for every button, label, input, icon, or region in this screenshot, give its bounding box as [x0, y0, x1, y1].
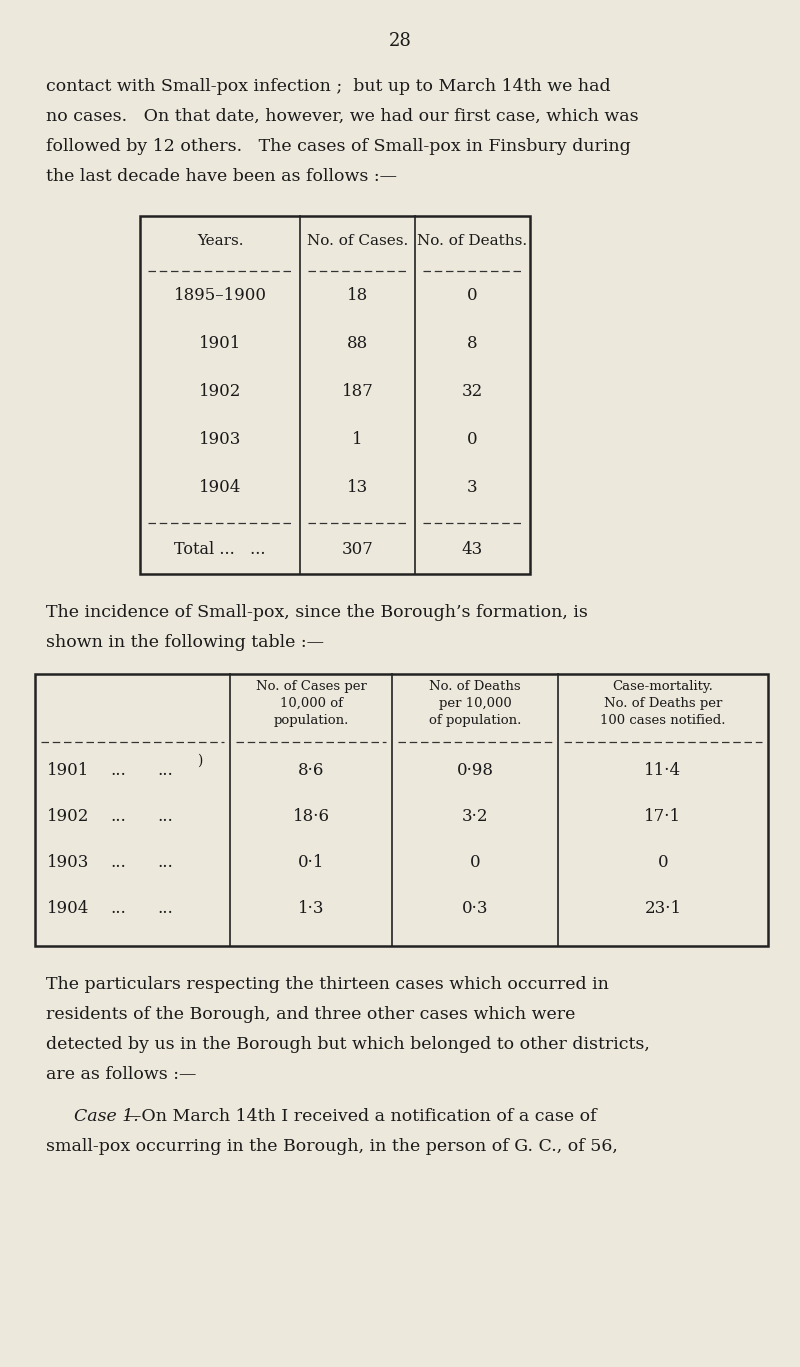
- Text: 1901: 1901: [199, 335, 241, 351]
- Text: 0: 0: [467, 287, 478, 303]
- Text: 3·2: 3·2: [462, 808, 488, 826]
- Text: ...: ...: [157, 899, 173, 917]
- Text: —On March 14th I received a notification of a case of: —On March 14th I received a notification…: [124, 1109, 597, 1125]
- Text: ...: ...: [157, 761, 173, 779]
- Text: shown in the following table :—: shown in the following table :—: [46, 634, 324, 651]
- Text: No. of Cases per
10,000 of
population.: No. of Cases per 10,000 of population.: [255, 679, 366, 727]
- Text: 28: 28: [389, 31, 411, 51]
- Text: 17·1: 17·1: [645, 808, 682, 826]
- Text: The particulars respecting the thirteen cases which occurred in: The particulars respecting the thirteen …: [46, 976, 609, 992]
- Text: 18: 18: [347, 287, 368, 303]
- Text: 11·4: 11·4: [645, 761, 682, 779]
- Text: ): ): [198, 755, 202, 768]
- Text: Total ...   ...: Total ... ...: [174, 541, 266, 558]
- Text: contact with Small-pox infection ;  but up to March 14th we had: contact with Small-pox infection ; but u…: [46, 78, 610, 94]
- Text: residents of the Borough, and three other cases which were: residents of the Borough, and three othe…: [46, 1006, 575, 1023]
- Text: No. of Deaths.: No. of Deaths.: [418, 234, 527, 247]
- Text: ...: ...: [110, 899, 126, 917]
- Text: 0: 0: [658, 854, 668, 871]
- Text: detected by us in the Borough but which belonged to other districts,: detected by us in the Borough but which …: [46, 1036, 650, 1053]
- Text: 8: 8: [467, 335, 478, 351]
- Text: 1904: 1904: [47, 899, 90, 917]
- Text: No. of Deaths
per 10,000
of population.: No. of Deaths per 10,000 of population.: [429, 679, 521, 727]
- Text: ...: ...: [110, 854, 126, 871]
- Text: 1895–1900: 1895–1900: [174, 287, 266, 303]
- Text: Years.: Years.: [197, 234, 243, 247]
- Text: No. of Cases.: No. of Cases.: [307, 234, 408, 247]
- Text: 18·6: 18·6: [293, 808, 330, 826]
- Text: 1901: 1901: [47, 761, 90, 779]
- Text: 1903: 1903: [199, 431, 241, 448]
- Text: 88: 88: [347, 335, 368, 351]
- Text: 187: 187: [342, 383, 374, 401]
- Text: the last decade have been as follows :—: the last decade have been as follows :—: [46, 168, 397, 185]
- Text: ...: ...: [157, 854, 173, 871]
- Text: 1: 1: [352, 431, 363, 448]
- Text: 3: 3: [467, 478, 478, 496]
- Text: 1·3: 1·3: [298, 899, 324, 917]
- Text: Case 1.: Case 1.: [74, 1109, 138, 1125]
- Text: 8·6: 8·6: [298, 761, 324, 779]
- Text: 1902: 1902: [47, 808, 90, 826]
- Text: 23·1: 23·1: [645, 899, 682, 917]
- Text: The incidence of Small-pox, since the Borough’s formation, is: The incidence of Small-pox, since the Bo…: [46, 604, 588, 621]
- Text: 1902: 1902: [199, 383, 241, 401]
- Text: ...: ...: [157, 808, 173, 826]
- Text: 32: 32: [462, 383, 483, 401]
- Text: 0·98: 0·98: [457, 761, 494, 779]
- Bar: [35, 674, 768, 946]
- Text: 1903: 1903: [47, 854, 90, 871]
- Text: small-pox occurring in the Borough, in the person of G. C., of 56,: small-pox occurring in the Borough, in t…: [46, 1137, 618, 1155]
- Text: followed by 12 others.   The cases of Small-pox in Finsbury during: followed by 12 others. The cases of Smal…: [46, 138, 630, 154]
- Text: 0: 0: [470, 854, 480, 871]
- Text: 13: 13: [347, 478, 368, 496]
- Text: are as follows :—: are as follows :—: [46, 1066, 196, 1083]
- Text: 1904: 1904: [199, 478, 241, 496]
- Text: 43: 43: [462, 541, 483, 558]
- Text: ...: ...: [110, 808, 126, 826]
- Text: 0: 0: [467, 431, 478, 448]
- Text: 0·3: 0·3: [462, 899, 488, 917]
- Bar: [140, 216, 530, 574]
- Text: 0·1: 0·1: [298, 854, 324, 871]
- Text: no cases.   On that date, however, we had our first case, which was: no cases. On that date, however, we had …: [46, 108, 638, 124]
- Text: ...: ...: [110, 761, 126, 779]
- Text: Case-mortality.
No. of Deaths per
100 cases notified.: Case-mortality. No. of Deaths per 100 ca…: [600, 679, 726, 727]
- Text: 307: 307: [342, 541, 374, 558]
